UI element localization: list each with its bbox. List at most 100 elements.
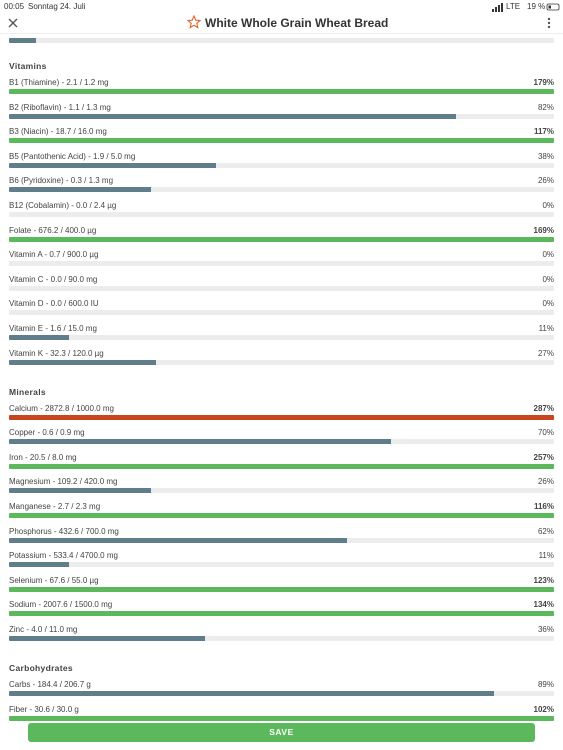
nutrient-label: Potassium - 533.4 / 4700.0 mg	[9, 551, 118, 561]
nutrient-label: Selenium - 67.6 / 55.0 µg	[9, 575, 99, 585]
nutrient-label: Copper - 0.6 / 0.9 mg	[9, 428, 85, 438]
nutrient-percent: 117%	[533, 127, 554, 137]
nutrient-percent: 116%	[533, 502, 554, 511]
progress-bar	[9, 236, 554, 242]
nutrient-percent: 287%	[533, 403, 554, 413]
nutrient-label: Vitamin E - 1.6 / 15.0 mg	[9, 324, 97, 333]
nutrient-label: B5 (Pantothenic Acid) - 1.9 / 5.0 mg	[9, 151, 136, 161]
nutrient-percent: 70%	[537, 428, 554, 438]
progress-bar	[9, 636, 206, 641]
save-button[interactable]: SAVE	[28, 723, 535, 742]
progress-bar	[9, 113, 456, 119]
section-title: Carbohydrates	[9, 663, 73, 673]
header-divider	[0, 33, 563, 34]
nutrient-label: Calcium - 2872.8 / 1000.0 mg	[9, 403, 114, 413]
nutrient-percent: 27%	[537, 348, 554, 358]
nutrient-percent: 26%	[537, 176, 554, 186]
page-title: White Whole Grain Wheat Bread	[205, 16, 389, 30]
progress-track	[9, 691, 554, 696]
progress-track	[9, 611, 554, 617]
progress-track	[9, 310, 554, 316]
progress-track	[9, 537, 554, 543]
status-time: 00:05	[4, 2, 25, 11]
section-title: Vitamins	[9, 61, 47, 71]
progress-track	[9, 138, 554, 144]
nutrient-percent: 36%	[537, 625, 554, 634]
nutrient-percent: 26%	[537, 477, 554, 487]
nutrient-label: Vitamin K - 32.3 / 120.0 µg	[9, 348, 104, 358]
nutrient-percent: 82%	[537, 102, 554, 112]
section-title: Minerals	[9, 386, 46, 397]
status-battery: 19 %	[527, 2, 546, 11]
progress-bar	[9, 162, 217, 168]
nutrient-percent: 123%	[533, 575, 554, 585]
close-button[interactable]	[7, 17, 19, 29]
nutrient-label: Iron - 20.5 / 8.0 mg	[9, 452, 77, 462]
progress-track	[9, 38, 554, 43]
nutrient-label: Magnesium - 109.2 / 420.0 mg	[9, 477, 118, 487]
progress-track	[9, 488, 554, 494]
progress-bar	[9, 537, 347, 543]
nutrient-label: Fiber - 30.6 / 30.0 g	[9, 704, 79, 714]
progress-bar	[9, 439, 391, 445]
progress-bar	[9, 38, 37, 43]
progress-track	[9, 562, 554, 568]
progress-bar	[9, 463, 554, 469]
progress-track	[9, 162, 554, 168]
nutrient-percent: 11%	[538, 324, 554, 333]
nutrient-percent: 179%	[533, 78, 554, 87]
nutrient-label: Manganese - 2.7 / 2.3 mg	[9, 502, 101, 511]
nutrient-percent: 62%	[537, 526, 554, 536]
progress-track	[9, 439, 554, 445]
nutrient-label: Vitamin D - 0.0 / 600.0 IU	[9, 299, 99, 309]
nutrient-label: B3 (Niacin) - 18.7 / 16.0 mg	[9, 127, 107, 137]
progress-bar	[9, 335, 69, 340]
nutrient-label: B2 (Riboflavin) - 1.1 / 1.3 mg	[9, 102, 111, 112]
progress-track	[9, 463, 554, 469]
nutrient-label: Phosphorus - 432.6 / 700.0 mg	[9, 526, 119, 536]
progress-bar	[9, 359, 157, 365]
progress-bar	[9, 562, 69, 568]
nutrient-label: B12 (Cobalamin) - 0.0 / 2.4 µg	[9, 201, 117, 210]
progress-track	[9, 359, 554, 365]
menu-button[interactable]	[545, 16, 553, 30]
status-icons	[492, 3, 560, 12]
favorite-star[interactable]	[187, 15, 201, 29]
nutrient-label: B1 (Thiamine) - 2.1 / 1.2 mg	[9, 78, 109, 87]
nutrient-label: Vitamin C - 0.0 / 90.0 mg	[9, 274, 98, 284]
nutrient-label: B6 (Pyridoxine) - 0.3 / 1.3 mg	[9, 176, 114, 186]
progress-track	[9, 113, 554, 119]
nutrient-percent: 169%	[533, 225, 554, 235]
progress-track	[9, 187, 554, 193]
status-network: LTE	[506, 2, 521, 11]
progress-track	[9, 414, 554, 420]
nutrient-label: Vitamin A - 0.7 / 900.0 µg	[9, 250, 99, 260]
progress-bar	[9, 715, 554, 721]
progress-track	[9, 586, 554, 592]
progress-bar	[9, 89, 554, 94]
progress-track	[9, 236, 554, 242]
nutrient-percent: 89%	[537, 680, 554, 689]
nutrient-percent: 38%	[537, 151, 554, 161]
progress-bar	[9, 488, 151, 494]
progress-bar	[9, 586, 554, 592]
progress-track	[9, 715, 554, 721]
nutrient-percent: 0%	[542, 299, 554, 309]
progress-bar	[9, 611, 554, 617]
progress-track	[9, 513, 554, 518]
progress-bar	[9, 138, 554, 144]
progress-bar	[9, 414, 554, 420]
progress-track	[9, 335, 554, 340]
progress-track	[9, 636, 554, 641]
nutrient-label: Zinc - 4.0 / 11.0 mg	[9, 625, 78, 634]
nutrient-percent: 0%	[542, 250, 554, 260]
nutrient-percent: 134%	[533, 600, 554, 610]
nutrient-percent: 0%	[542, 201, 554, 210]
nutrient-percent: 0%	[542, 274, 554, 284]
nutrient-percent: 257%	[533, 452, 554, 462]
progress-track	[9, 285, 554, 291]
progress-bar	[9, 513, 554, 518]
status-date: Sonntag 24. Juli	[28, 2, 86, 11]
nutrient-percent: 11%	[538, 551, 554, 561]
